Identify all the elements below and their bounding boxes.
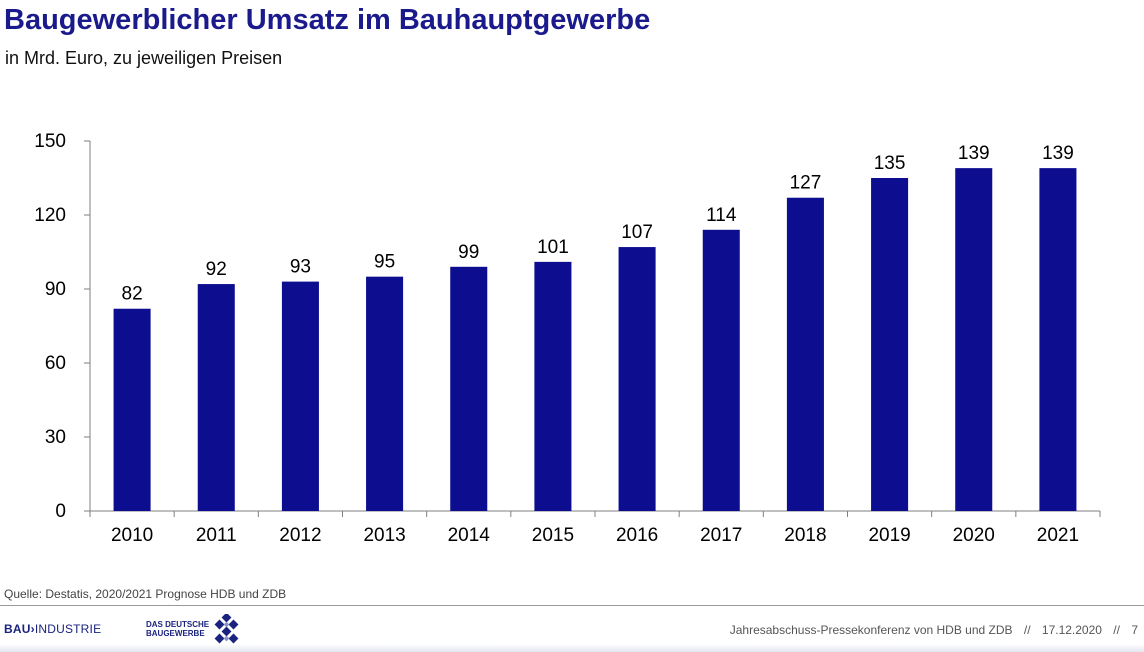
bar-value-label: 92 [206, 259, 227, 280]
bar-value-label: 139 [958, 143, 990, 164]
bar [534, 261, 572, 511]
y-tick-label: 150 [34, 131, 66, 152]
x-tick-label: 2020 [953, 525, 995, 546]
y-tick-label: 90 [45, 279, 66, 300]
x-tick-label: 2011 [196, 525, 237, 546]
x-tick-label: 2019 [868, 525, 910, 546]
bar-value-label: 99 [458, 242, 479, 263]
footer-separator: // [1023, 623, 1031, 637]
y-tick-label: 120 [34, 205, 66, 226]
logo-arrow-icon: › [30, 622, 35, 636]
footer-separator: // [1113, 623, 1120, 637]
bar-chart: 0 30 60 90 120 150 82 2010 92 2011 93 2012 95 2013 99 2… [34, 131, 1101, 546]
bar [786, 197, 824, 511]
zdb-logo: DAS DEUTSCHE BAUGEWERBE [146, 614, 241, 644]
y-tick-label: 30 [45, 427, 66, 448]
bar-value-label: 82 [122, 284, 143, 305]
bar [281, 281, 319, 511]
bar [1039, 168, 1077, 511]
bar [871, 178, 909, 511]
footer-event: Jahresabschuss-Pressekonferenz von HDB u… [729, 623, 1013, 637]
footer-date: 17.12.2020 [1041, 623, 1102, 637]
x-tick-label: 2016 [616, 525, 658, 546]
footer-band [0, 644, 1144, 652]
source-note: Quelle: Destatis, 2020/2021 Prognose HDB… [4, 587, 287, 601]
page-number: 7 [1131, 623, 1138, 637]
bar [618, 247, 656, 512]
logo-industrie-text: INDUSTRIE [34, 622, 102, 636]
page-title: Baugewerblicher Umsatz im Bauhauptgewerb… [4, 4, 651, 36]
x-tick-label: 2018 [784, 525, 826, 546]
bar [450, 266, 488, 511]
bar-value-label: 93 [290, 257, 311, 278]
bar-value-label: 95 [374, 252, 395, 273]
x-tick-label: 2015 [532, 525, 574, 546]
bauindustrie-logo: BAU›INDUSTRIE [4, 622, 101, 636]
x-tick-label: 2013 [363, 525, 405, 546]
bar-value-label: 107 [621, 222, 653, 243]
bar [366, 276, 404, 511]
x-tick-label: 2010 [111, 525, 153, 546]
footer-divider [0, 605, 1144, 606]
x-tick-label: 2012 [279, 525, 321, 546]
footer-info: Jahresabschuss-Pressekonferenz von HDB u… [730, 623, 1138, 637]
logo-zdb-text: DAS DEUTSCHE BAUGEWERBE [146, 620, 210, 638]
logo-bau-text: BAU [4, 622, 31, 636]
bar [197, 284, 235, 511]
cube-pattern-icon [214, 614, 239, 644]
x-tick-label: 2014 [448, 525, 491, 546]
bar [702, 229, 740, 512]
bar [113, 308, 151, 511]
bar-value-label: 127 [790, 173, 822, 194]
bar-value-label: 135 [874, 153, 906, 174]
y-tick-label: 60 [45, 353, 66, 374]
bar [955, 168, 993, 511]
bar-value-label: 114 [706, 205, 737, 226]
y-tick-label: 0 [55, 501, 66, 522]
x-tick-label: 2017 [700, 525, 742, 546]
bar-value-label: 139 [1042, 143, 1074, 164]
page-subtitle: in Mrd. Euro, zu jeweiligen Preisen [5, 48, 283, 68]
x-tick-label: 2021 [1037, 525, 1079, 546]
bar-value-label: 101 [537, 237, 569, 258]
